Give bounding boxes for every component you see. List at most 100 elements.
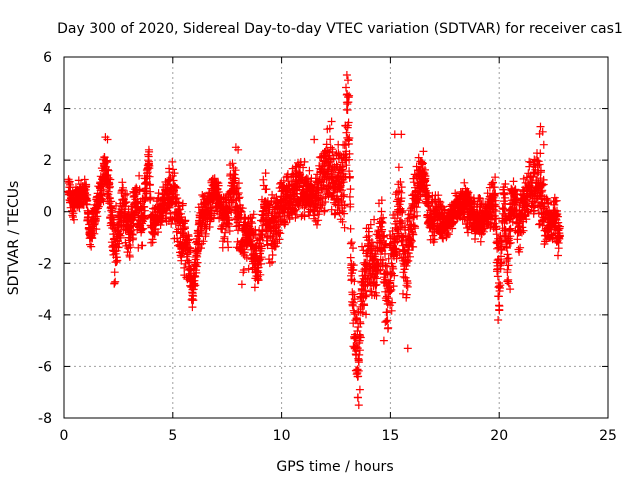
data-point bbox=[352, 370, 361, 379]
data-point bbox=[103, 156, 112, 165]
data-point bbox=[491, 207, 500, 215]
data-point bbox=[374, 266, 383, 275]
data-point bbox=[381, 261, 390, 270]
data-point bbox=[345, 91, 354, 100]
data-point bbox=[404, 249, 413, 258]
y-tick-label: -6 bbox=[38, 359, 52, 375]
data-point bbox=[434, 191, 443, 200]
data-point bbox=[262, 185, 271, 194]
data-point bbox=[281, 219, 290, 227]
data-point bbox=[494, 292, 503, 301]
data-point bbox=[412, 203, 421, 212]
data-point bbox=[146, 193, 155, 202]
data-point bbox=[435, 197, 444, 206]
data-point bbox=[115, 239, 124, 248]
data-point bbox=[370, 215, 379, 224]
data-point bbox=[444, 230, 453, 239]
data-point bbox=[365, 227, 373, 236]
data-point bbox=[110, 268, 119, 277]
data-point bbox=[119, 183, 127, 192]
data-point bbox=[225, 220, 234, 229]
data-point bbox=[70, 215, 78, 224]
data-point bbox=[418, 159, 427, 168]
data-point bbox=[522, 215, 531, 224]
data-point bbox=[140, 197, 149, 205]
data-point bbox=[225, 227, 234, 235]
data-point bbox=[346, 172, 354, 181]
data-point bbox=[353, 393, 362, 402]
data-point bbox=[228, 159, 237, 168]
data-point bbox=[376, 265, 385, 274]
data-point bbox=[491, 196, 500, 205]
data-point bbox=[170, 169, 179, 178]
data-point bbox=[386, 287, 395, 296]
data-point bbox=[258, 233, 267, 242]
data-point bbox=[104, 166, 113, 175]
data-point bbox=[356, 332, 364, 340]
data-point bbox=[539, 180, 548, 189]
data-point bbox=[388, 298, 397, 307]
data-point bbox=[397, 183, 406, 192]
data-point bbox=[90, 229, 99, 238]
data-point bbox=[261, 169, 270, 178]
data-point bbox=[338, 186, 346, 195]
data-point bbox=[508, 217, 517, 226]
data-point bbox=[379, 213, 388, 222]
data-point bbox=[354, 358, 363, 367]
data-point bbox=[414, 153, 423, 162]
y-tick-label: 2 bbox=[43, 153, 52, 169]
data-point bbox=[238, 204, 247, 213]
data-point bbox=[233, 183, 242, 192]
data-point bbox=[191, 281, 200, 290]
data-point bbox=[248, 213, 257, 222]
data-point bbox=[530, 206, 538, 215]
data-point bbox=[168, 157, 177, 166]
data-point bbox=[313, 220, 321, 229]
data-point bbox=[181, 224, 189, 233]
data-point bbox=[425, 192, 433, 201]
data-point bbox=[237, 208, 246, 217]
data-point bbox=[539, 140, 548, 149]
data-point bbox=[345, 149, 354, 158]
data-point bbox=[148, 238, 157, 247]
data-point bbox=[123, 189, 131, 198]
data-point bbox=[230, 170, 239, 179]
data-point bbox=[181, 216, 190, 225]
data-point bbox=[103, 135, 112, 144]
data-point bbox=[518, 223, 527, 232]
data-point bbox=[234, 179, 243, 188]
data-point bbox=[145, 161, 154, 170]
data-point bbox=[505, 225, 514, 234]
data-point bbox=[554, 251, 562, 260]
data-point bbox=[154, 189, 163, 198]
data-point bbox=[214, 188, 223, 196]
data-point bbox=[511, 186, 520, 194]
data-point bbox=[268, 190, 277, 199]
data-point bbox=[342, 161, 351, 170]
data-point bbox=[409, 178, 418, 187]
data-point bbox=[193, 258, 202, 267]
data-point bbox=[82, 182, 91, 191]
data-point bbox=[403, 344, 412, 353]
data-point bbox=[411, 224, 420, 233]
data-point bbox=[356, 333, 365, 342]
data-point bbox=[171, 182, 180, 191]
data-point bbox=[183, 256, 192, 265]
data-point bbox=[231, 174, 240, 183]
data-point bbox=[404, 256, 413, 265]
data-point bbox=[355, 350, 364, 359]
data-point bbox=[206, 215, 215, 224]
data-point bbox=[536, 122, 545, 131]
y-tick-label: -8 bbox=[38, 411, 52, 427]
data-point bbox=[519, 226, 528, 235]
data-point bbox=[398, 218, 407, 227]
data-point bbox=[332, 150, 341, 159]
data-point bbox=[254, 276, 263, 285]
data-point bbox=[362, 310, 370, 319]
data-point bbox=[350, 290, 359, 299]
data-point bbox=[253, 274, 262, 283]
data-point bbox=[106, 175, 115, 184]
x-tick-label: 0 bbox=[60, 428, 69, 444]
data-point bbox=[506, 285, 515, 294]
